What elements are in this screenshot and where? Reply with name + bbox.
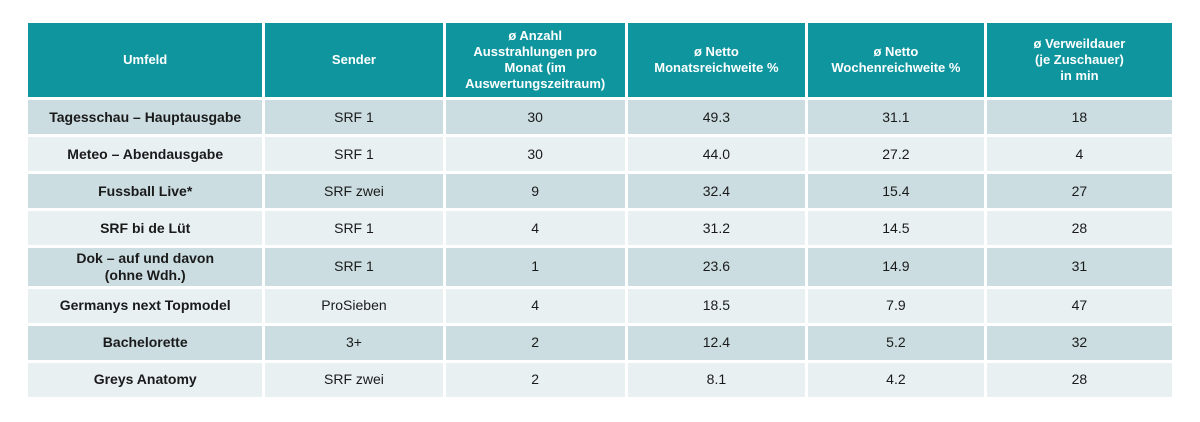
table-row: Meteo – Abendausgabe SRF 1 30 44.0 27.2 4 — [24, 134, 1176, 174]
table-header: Umfeld Sender ø Anzahl Ausstrahlungen pro … — [24, 20, 1176, 100]
cell-monatsreichweite: 18.5 — [624, 285, 808, 326]
cell-umfeld: Tagesschau – Hauptausgabe — [24, 97, 266, 137]
table-row: Tagesschau – Hauptausgabe SRF 1 30 49.3 31.1… — [24, 97, 1176, 137]
cell-umfeld: SRF bi de Lüt — [24, 208, 266, 248]
cell-sender: SRF 1 — [262, 134, 446, 174]
table-row: Greys Anatomy SRF zwei 2 8.1 4.2 28 — [24, 359, 1176, 400]
cell-wochenreichweite: 27.2 — [804, 134, 987, 174]
cell-ausstrahlungen: 30 — [442, 134, 628, 174]
cell-sender: SRF 1 — [262, 245, 446, 289]
cell-sender: 3+ — [262, 322, 446, 363]
cell-ausstrahlungen: 4 — [442, 208, 628, 248]
cell-monatsreichweite: 31.2 — [624, 208, 808, 248]
header-cell-ausstrahlungen: ø Anzahl Ausstrahlungen pro Monat (im Au… — [442, 20, 628, 100]
cell-wochenreichweite: 14.9 — [804, 245, 987, 289]
cell-ausstrahlungen: 2 — [442, 322, 628, 363]
cell-verweildauer: 4 — [983, 134, 1176, 174]
cell-umfeld: Meteo – Abendausgabe — [24, 134, 266, 174]
cell-umfeld: Fussball Live* — [24, 171, 266, 211]
header-row: Umfeld Sender ø Anzahl Ausstrahlungen pro … — [24, 20, 1176, 100]
cell-wochenreichweite: 5.2 — [804, 322, 987, 363]
cell-umfeld: Greys Anatomy — [24, 359, 266, 400]
cell-sender: ProSieben — [262, 285, 446, 326]
cell-sender: SRF 1 — [262, 208, 446, 248]
table-row: Germanys next Topmodel ProSieben 4 18.5 7.9 4… — [24, 285, 1176, 326]
header-cell-verweildauer: ø Verweildauer (je Zuschauer) in min — [983, 20, 1176, 100]
cell-monatsreichweite: 23.6 — [624, 245, 808, 289]
cell-wochenreichweite: 4.2 — [804, 359, 987, 400]
header-cell-monatsreichweite: ø Netto Monatsreichweite % — [624, 20, 808, 100]
table-body: Tagesschau – Hauptausgabe SRF 1 30 49.3 31.1… — [24, 97, 1176, 400]
cell-monatsreichweite: 49.3 — [624, 97, 808, 137]
cell-wochenreichweite: 15.4 — [804, 171, 987, 211]
cell-ausstrahlungen: 30 — [442, 97, 628, 137]
cell-verweildauer: 31 — [983, 245, 1176, 289]
cell-verweildauer: 28 — [983, 208, 1176, 248]
cell-wochenreichweite: 14.5 — [804, 208, 987, 248]
cell-ausstrahlungen: 4 — [442, 285, 628, 326]
cell-umfeld: Bachelorette — [24, 322, 266, 363]
cell-verweildauer: 28 — [983, 359, 1176, 400]
cell-sender: SRF zwei — [262, 359, 446, 400]
tv-audience-reach-table: Umfeld Sender ø Anzahl Ausstrahlungen pro … — [24, 20, 1176, 400]
table-row: Fussball Live* SRF zwei 9 32.4 15.4 27 — [24, 171, 1176, 211]
cell-wochenreichweite: 7.9 — [804, 285, 987, 326]
cell-ausstrahlungen: 9 — [442, 171, 628, 211]
cell-monatsreichweite: 12.4 — [624, 322, 808, 363]
table-row: Dok – auf und davon (ohne Wdh.) SRF 1 1 23.… — [24, 245, 1176, 289]
table-row: SRF bi de Lüt SRF 1 4 31.2 14.5 28 — [24, 208, 1176, 248]
cell-monatsreichweite: 32.4 — [624, 171, 808, 211]
cell-monatsreichweite: 44.0 — [624, 134, 808, 174]
header-cell-sender: Sender — [262, 20, 446, 100]
cell-sender: SRF zwei — [262, 171, 446, 211]
cell-sender: SRF 1 — [262, 97, 446, 137]
header-cell-wochenreichweite: ø Netto Wochenreichweite % — [804, 20, 987, 100]
cell-verweildauer: 32 — [983, 322, 1176, 363]
table-row: Bachelorette 3+ 2 12.4 5.2 32 — [24, 322, 1176, 363]
cell-umfeld: Germanys next Topmodel — [24, 285, 266, 326]
cell-verweildauer: 47 — [983, 285, 1176, 326]
cell-ausstrahlungen: 2 — [442, 359, 628, 400]
cell-wochenreichweite: 31.1 — [804, 97, 987, 137]
cell-ausstrahlungen: 1 — [442, 245, 628, 289]
cell-umfeld: Dok – auf und davon (ohne Wdh.) — [24, 245, 266, 289]
cell-monatsreichweite: 8.1 — [624, 359, 808, 400]
cell-verweildauer: 18 — [983, 97, 1176, 137]
cell-verweildauer: 27 — [983, 171, 1176, 211]
header-cell-umfeld: Umfeld — [24, 20, 266, 100]
